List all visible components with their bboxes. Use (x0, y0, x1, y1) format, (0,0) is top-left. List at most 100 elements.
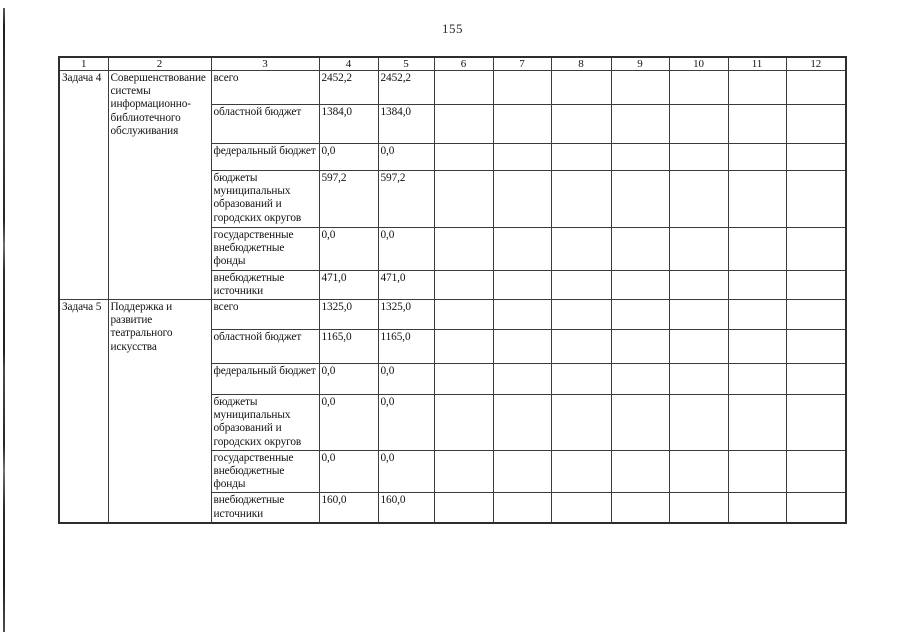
empty-cell (610, 70, 670, 105)
empty-cell (492, 227, 552, 271)
task-description-cell: Поддержка и развитие театрального искусс… (107, 299, 212, 524)
empty-cell (433, 449, 494, 494)
amount-cell: 597,2 (318, 170, 379, 228)
empty-cell (727, 143, 787, 171)
empty-cell (727, 394, 787, 451)
budget-source-cell: бюджеты муниципальных образований и горо… (210, 394, 320, 451)
empty-cell (785, 70, 847, 105)
empty-cell (668, 394, 729, 451)
empty-cell (727, 299, 787, 331)
scan-artifact-line (3, 8, 5, 632)
empty-cell (492, 104, 552, 144)
empty-cell (433, 170, 494, 228)
empty-cell (727, 329, 787, 365)
empty-cell (550, 329, 612, 365)
amount-cell: 471,0 (377, 269, 435, 301)
empty-cell (727, 70, 787, 105)
amount-cell: 0,0 (377, 394, 435, 451)
empty-cell (550, 143, 612, 171)
empty-cell (433, 492, 494, 524)
amount-cell: 2452,2 (377, 70, 435, 105)
table-header-row: 1 2 3 4 5 6 7 8 9 10 11 12 (58, 56, 847, 71)
empty-cell (550, 227, 612, 271)
task-cell: Задача 5 (58, 299, 109, 524)
empty-cell (727, 492, 787, 524)
empty-cell (433, 394, 494, 451)
empty-cell (610, 104, 670, 144)
empty-cell (433, 104, 494, 144)
budget-source-cell: внебюджетные источники (210, 492, 320, 524)
column-header-8: 8 (550, 56, 612, 71)
empty-cell (610, 143, 670, 171)
empty-cell (550, 104, 612, 144)
column-header-11: 11 (727, 56, 787, 71)
empty-cell (550, 269, 612, 301)
amount-cell: 1165,0 (377, 329, 435, 365)
amount-cell: 1384,0 (377, 104, 435, 144)
empty-cell (668, 104, 729, 144)
empty-cell (550, 170, 612, 228)
empty-cell (433, 269, 494, 301)
empty-cell (610, 363, 670, 396)
amount-cell: 1325,0 (318, 299, 379, 331)
empty-cell (668, 70, 729, 105)
table-row: внебюджетные источники 160,0 160,0 (59, 492, 847, 524)
column-header-10: 10 (668, 56, 729, 71)
amount-cell: 0,0 (318, 363, 379, 396)
empty-cell (785, 299, 847, 331)
amount-cell: 0,0 (377, 227, 435, 271)
empty-cell (668, 363, 729, 396)
empty-cell (492, 449, 552, 494)
empty-cell (433, 143, 494, 171)
empty-cell (785, 143, 847, 171)
empty-cell (610, 227, 670, 271)
amount-cell: 1325,0 (377, 299, 435, 331)
column-header-1: 1 (58, 56, 109, 71)
amount-cell: 0,0 (318, 394, 379, 451)
table-row: федеральный бюджет 0,0 0,0 (59, 143, 847, 171)
empty-cell (785, 170, 847, 228)
empty-cell (610, 394, 670, 451)
empty-cell (668, 227, 729, 271)
empty-cell (727, 170, 787, 228)
budget-source-cell: всего (210, 299, 320, 331)
table-row: Задача 4 Совершенствование системы информ… (58, 69, 847, 301)
empty-cell (550, 394, 612, 451)
table-header: 1 2 3 4 5 6 7 8 9 10 11 12 (58, 56, 847, 71)
column-header-7: 7 (492, 56, 552, 71)
empty-cell (433, 227, 494, 271)
empty-cell (550, 449, 612, 494)
amount-cell: 0,0 (318, 143, 379, 171)
empty-cell (727, 269, 787, 301)
table-row: внебюджетные источники 471,0 471,0 (59, 269, 847, 301)
empty-cell (785, 363, 847, 396)
table-row: областной бюджет 1384,0 1384,0 (59, 104, 847, 144)
empty-cell (668, 269, 729, 301)
column-header-3: 3 (210, 56, 320, 71)
column-header-2: 2 (107, 56, 212, 71)
empty-cell (668, 299, 729, 331)
table-row: федеральный бюджет 0,0 0,0 (59, 363, 847, 396)
empty-cell (492, 329, 552, 365)
empty-cell (433, 70, 494, 105)
empty-cell (785, 449, 847, 494)
task-cell: Задача 4 (58, 69, 109, 301)
empty-cell (727, 449, 787, 494)
empty-cell (492, 269, 552, 301)
empty-cell (785, 227, 847, 271)
empty-cell (492, 170, 552, 228)
budget-table: 1 2 3 4 5 6 7 8 9 10 11 12 Задача 4 Совершенствовани… (58, 56, 847, 524)
amount-cell: 160,0 (377, 492, 435, 524)
empty-cell (610, 329, 670, 365)
empty-cell (550, 363, 612, 396)
amount-cell: 1165,0 (318, 329, 379, 365)
empty-cell (610, 269, 670, 301)
empty-cell (610, 492, 670, 524)
empty-cell (550, 492, 612, 524)
amount-cell: 597,2 (377, 170, 435, 228)
empty-cell (785, 394, 847, 451)
budget-source-cell: внебюджетные источники (210, 269, 320, 301)
empty-cell (668, 449, 729, 494)
empty-cell (550, 70, 612, 105)
empty-cell (492, 299, 552, 331)
